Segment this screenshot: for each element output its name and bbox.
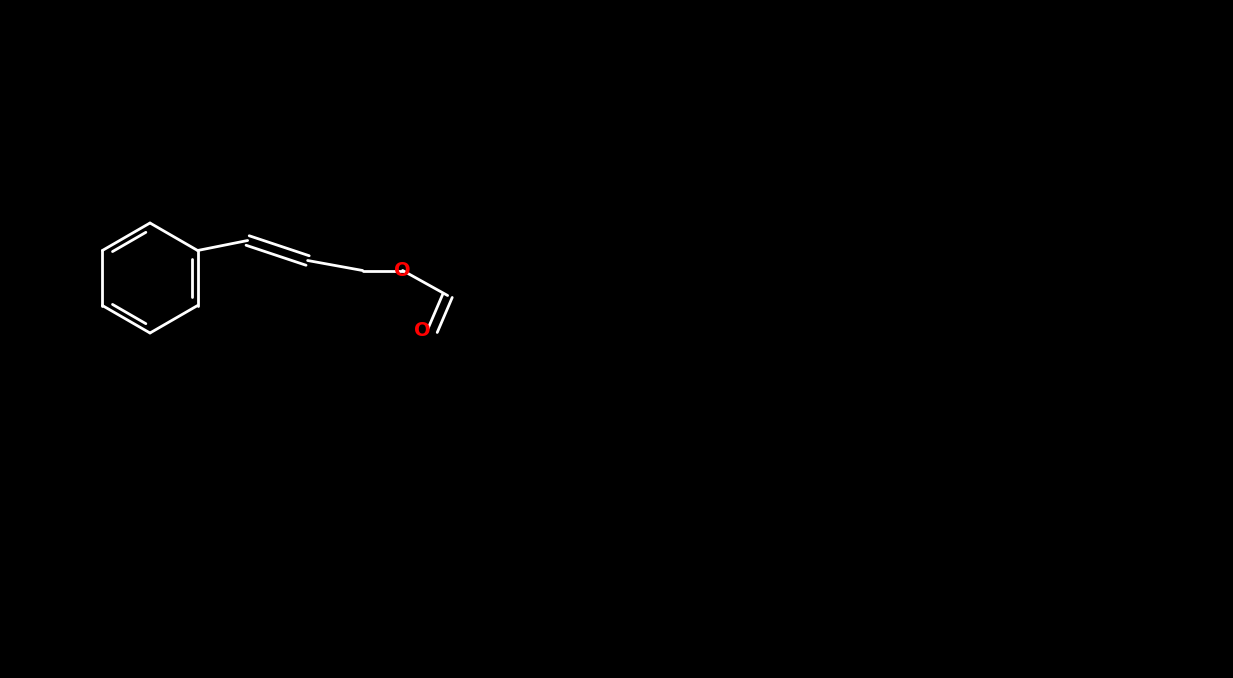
Text: O: O [395, 261, 411, 280]
Text: O: O [414, 321, 432, 340]
